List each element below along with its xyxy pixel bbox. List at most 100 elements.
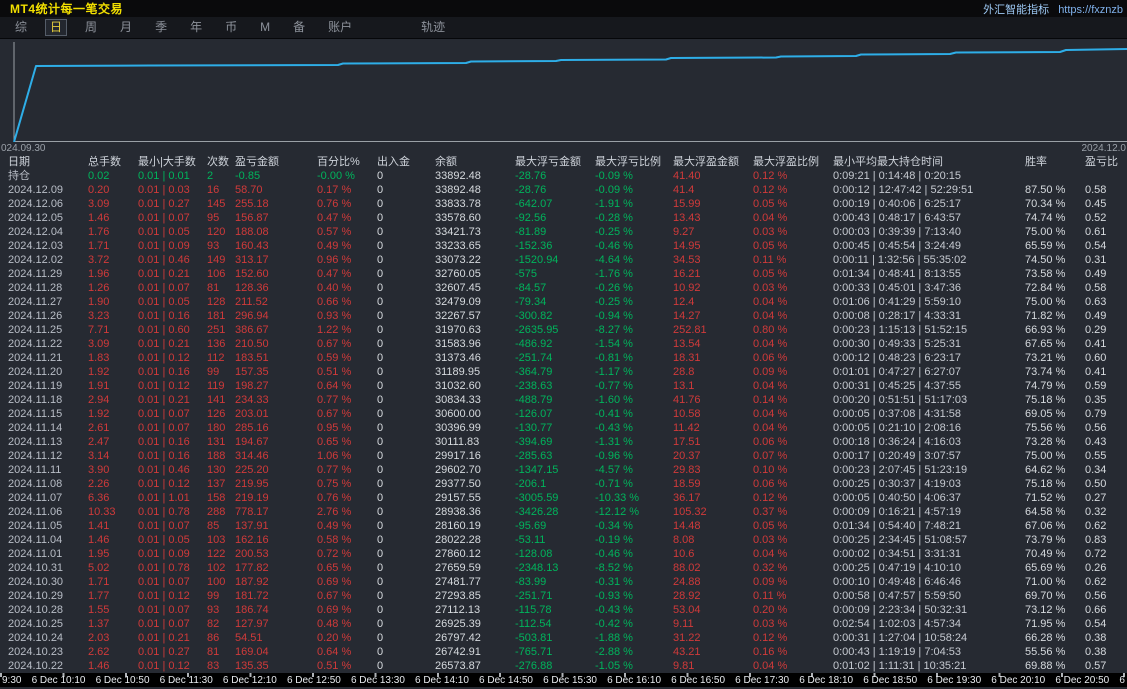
cell: 5.02 — [88, 562, 110, 574]
brand-link[interactable]: https://fxznzb — [1058, 3, 1123, 16]
column-header[interactable]: 最大浮亏比例 — [595, 156, 661, 168]
cell: 102 — [207, 562, 226, 574]
toolbar-tab-7[interactable]: M — [260, 20, 271, 34]
toolbar-tabs: 综 日 周 月 季 年 币 M 备 账户 轨迹 — [0, 17, 1127, 39]
toolbar-tab-8[interactable]: 备 — [293, 20, 306, 34]
cell: 1.90 — [88, 296, 110, 308]
cell: -53.11 — [515, 534, 546, 546]
table-row[interactable]: 2024.11.18 2.94 0.01 | 0.21 141 234.33 0.77 %… — [8, 393, 1127, 407]
table-row[interactable]: 2024.11.27 1.90 0.01 | 0.05 128 211.52 0.66 %… — [8, 295, 1127, 309]
cell: 2024.11.12 — [8, 450, 63, 462]
table-row[interactable]: 2024.11.13 2.47 0.01 | 0.16 131 194.67 0.65 %… — [8, 435, 1127, 449]
table-row[interactable]: 2024.11.12 3.14 0.01 | 0.16 188 314.46 1.06 %… — [8, 449, 1127, 463]
table-row[interactable]: 2024.10.28 1.55 0.01 | 0.07 93 186.74 0.69 % 0… — [8, 603, 1127, 617]
column-header[interactable]: 最小平均最大持仓时间 — [833, 156, 943, 168]
cell: 0.52 — [1085, 212, 1107, 224]
cell: 28.8 — [673, 366, 695, 378]
table-row[interactable]: 2024.11.25 7.71 0.01 | 0.60 251 386.67 1.22 %… — [8, 323, 1127, 337]
toolbar-tab-0[interactable]: 综 — [15, 20, 28, 34]
cell: 288 — [207, 506, 226, 518]
table-row[interactable]: 2024.11.21 1.83 0.01 | 0.12 112 183.51 0.59 %… — [8, 351, 1127, 365]
column-header[interactable]: 盈亏比 — [1085, 156, 1118, 168]
cell: -0.94 % — [595, 310, 633, 322]
table-row[interactable]: 2024.11.22 3.09 0.01 | 0.21 136 210.50 0.67 %… — [8, 337, 1127, 351]
toolbar-tab-2[interactable]: 周 — [85, 20, 98, 34]
toolbar-tab-3[interactable]: 月 — [120, 20, 133, 34]
table-row[interactable]: 2024.11.08 2.26 0.01 | 0.12 137 219.95 0.75 %… — [8, 477, 1127, 491]
cell: 0 — [377, 282, 384, 294]
column-header[interactable]: 余额 — [435, 156, 457, 168]
cell: 32760.05 — [435, 268, 481, 280]
column-header[interactable]: 最大浮盈金额 — [673, 156, 739, 168]
table-row[interactable]: 2024.11.19 1.91 0.01 | 0.12 119 198.27 0.64 %… — [8, 379, 1127, 393]
table-row[interactable]: 2024.10.24 2.03 0.01 | 0.21 86 54.51 0.20 % 0 2… — [8, 631, 1127, 645]
column-header[interactable]: 出入金 — [377, 156, 410, 168]
cell: -1.17 % — [595, 366, 633, 378]
table-row[interactable]: 2024.10.25 1.37 0.01 | 0.07 82 127.97 0.48 % 0… — [8, 617, 1127, 631]
cell: 158 — [207, 492, 226, 504]
cell: 2024.10.24 — [8, 632, 64, 644]
cell: -1520.94 — [515, 254, 559, 266]
cell: 0.14 % — [753, 394, 788, 406]
table-row[interactable]: 2024.11.26 3.23 0.01 | 0.16 181 296.94 0.93 %… — [8, 309, 1127, 323]
cell: 16 — [207, 184, 220, 196]
cell: 73.21 % — [1025, 352, 1066, 364]
cell: 0.93 % — [317, 310, 352, 322]
cell: 0:00:20 | 0:51:51 | 51:17:03 — [833, 394, 968, 406]
table-row[interactable]: 2024.10.23 2.62 0.01 | 0.27 81 169.04 0.64 % 0… — [8, 645, 1127, 659]
cell: 9.11 — [673, 618, 694, 630]
cell: 29.83 — [673, 464, 701, 476]
column-header[interactable]: 胜率 — [1025, 156, 1047, 168]
cell: 0.01 | 0.60 — [138, 324, 190, 336]
toolbar-tab-1[interactable]: 日 — [45, 19, 68, 36]
table-row[interactable]: 2024.11.06 10.33 0.01 | 0.78 288 778.17 2.76 … — [8, 505, 1127, 519]
table-row[interactable]: 2024.10.22 1.46 0.01 | 0.12 83 135.35 0.51 % 0… — [8, 659, 1127, 673]
table-row[interactable]: 2024.11.07 6.36 0.01 | 1.01 158 219.19 0.76 %… — [8, 491, 1127, 505]
table-row[interactable]: 2024.12.06 3.09 0.01 | 0.27 145 255.18 0.76 %… — [8, 197, 1127, 211]
column-header[interactable]: 最小|大手数 — [138, 156, 196, 168]
toolbar-tab-6[interactable]: 币 — [225, 20, 238, 34]
table-row[interactable]: 2024.11.28 1.26 0.01 | 0.07 81 128.36 0.40 % 0… — [8, 281, 1127, 295]
column-header[interactable]: 最大浮盈比例 — [753, 156, 819, 168]
table-row[interactable]: 2024.11.20 1.92 0.01 | 0.16 99 157.35 0.51 % 0… — [8, 365, 1127, 379]
cell: 6.36 — [88, 492, 110, 504]
table-row[interactable]: 2024.10.31 5.02 0.01 | 0.78 102 177.82 0.65 %… — [8, 561, 1127, 575]
cell: 41.76 — [673, 394, 701, 406]
toolbar-tab-track[interactable]: 轨迹 — [421, 20, 446, 34]
table-row[interactable]: 2024.11.05 1.41 0.01 | 0.07 85 137.91 0.49 % 0… — [8, 519, 1127, 533]
cell: -28.76 — [515, 184, 547, 196]
column-header[interactable]: 最大浮亏金额 — [515, 156, 581, 168]
chart-end-date: 2024.12.0 — [1081, 143, 1127, 154]
table-row[interactable]: 2024.12.04 1.76 0.01 | 0.05 120 188.08 0.57 %… — [8, 225, 1127, 239]
cell: 0.29 — [1085, 324, 1107, 336]
column-header[interactable]: 次数 — [207, 156, 229, 168]
column-header[interactable]: 盈亏金额 — [235, 156, 279, 168]
table-row[interactable]: 2024.11.04 1.46 0.01 | 0.05 103 162.16 0.58 %… — [8, 533, 1127, 547]
column-header[interactable]: 总手数 — [88, 156, 121, 168]
table-row[interactable]: 2024.11.14 2.61 0.01 | 0.07 180 285.16 0.95 %… — [8, 421, 1127, 435]
cell: 0.76 % — [317, 198, 352, 210]
cell: 2024.12.06 — [8, 198, 64, 210]
toolbar-tab-9[interactable]: 账户 — [328, 20, 353, 34]
column-header[interactable]: 百分比% — [317, 156, 360, 168]
table-row[interactable]: 2024.12.09 0.20 0.01 | 0.03 16 58.70 0.17 % 0 3… — [8, 183, 1127, 197]
table-row[interactable]: 2024.10.29 1.77 0.01 | 0.12 99 181.72 0.67 % 0… — [8, 589, 1127, 603]
table-row[interactable]: 2024.10.30 1.71 0.01 | 0.07 100 187.92 0.69 %… — [8, 575, 1127, 589]
table-row[interactable]: 2024.12.03 1.71 0.01 | 0.09 93 160.43 0.49 % 0… — [8, 239, 1127, 253]
cell: -394.69 — [515, 436, 553, 448]
table-row[interactable]: 2024.12.05 1.46 0.01 | 0.07 95 156.87 0.47 % 0… — [8, 211, 1127, 225]
column-header[interactable]: 日期 — [8, 156, 30, 168]
cell: 0.01 | 0.46 — [138, 464, 190, 476]
toolbar-tab-5[interactable]: 年 — [190, 20, 203, 34]
table-row[interactable]: 2024.11.11 3.90 0.01 | 0.46 130 225.20 0.77 %… — [8, 463, 1127, 477]
table-row[interactable]: 2024.11.29 1.96 0.01 | 0.21 106 152.60 0.47 %… — [8, 267, 1127, 281]
table-row[interactable]: 2024.11.01 1.95 0.01 | 0.09 122 200.53 0.72 %… — [8, 547, 1127, 561]
table-row-open-position[interactable]: 持仓 0.02 0.01 | 0.01 2 -0.85 -0.00 % 0 33892.48 -… — [8, 169, 1127, 183]
cell: 0 — [377, 310, 384, 322]
toolbar-tab-4[interactable]: 季 — [155, 20, 168, 34]
cell: 0.12 % — [753, 170, 788, 182]
table-row[interactable]: 2024.12.02 3.72 0.01 | 0.46 149 313.17 0.96 %… — [8, 253, 1127, 267]
table-row[interactable]: 2024.11.15 1.92 0.01 | 0.07 126 203.01 0.67 %… — [8, 407, 1127, 421]
cell: 30600.00 — [435, 408, 481, 420]
cell: -115.78 — [515, 604, 552, 616]
